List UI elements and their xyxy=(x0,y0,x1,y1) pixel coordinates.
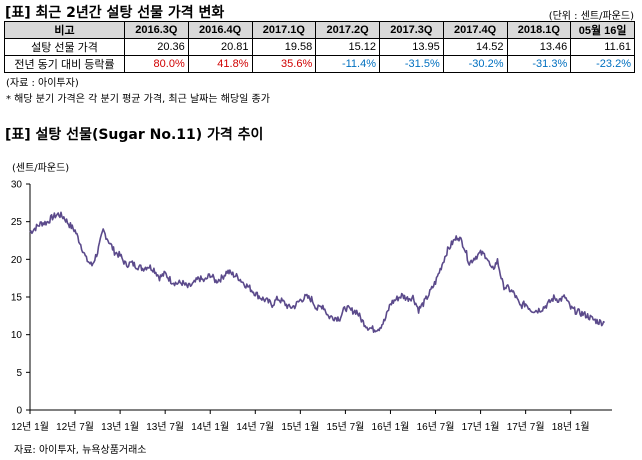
table-cell-negative: -23.2% xyxy=(570,55,635,73)
col-header: 2017.4Q xyxy=(442,21,508,39)
table-header-row: 비고 2016.3Q 2016.4Q 2017.1Q 2017.2Q 2017.… xyxy=(4,21,635,39)
x-tick-label: 15년 1월 xyxy=(281,421,319,433)
table-cell: 13.46 xyxy=(506,38,572,56)
x-tick-label: 12년 1월 xyxy=(11,421,49,433)
table-cell: 11.61 xyxy=(570,38,635,56)
table-cell-negative: -30.2% xyxy=(442,55,508,73)
y-tick-label: 15 xyxy=(11,293,23,304)
col-header: 05월 16일 xyxy=(570,21,635,39)
col-header: 2017.3Q xyxy=(379,21,444,39)
row-label: 전년 동기 대비 등락률 xyxy=(4,55,125,73)
y-tick-label: 0 xyxy=(16,406,22,417)
col-header: 2016.3Q xyxy=(124,21,189,39)
table-cell-positive: 80.0% xyxy=(124,55,189,73)
table-cell-negative: -11.4% xyxy=(315,55,380,73)
x-tick-label: 18년 1월 xyxy=(552,421,590,433)
y-tick-label: 25 xyxy=(11,217,23,228)
table-unit: (단위 : 센트/파운드) xyxy=(548,11,634,22)
price-change-table: 비고 2016.3Q 2016.4Q 2017.1Q 2017.2Q 2017.… xyxy=(4,21,635,73)
table-cell-positive: 35.6% xyxy=(251,55,317,73)
x-axis-ticks: 12년 1월 12년 7월 13년 1월 13년 7월 14년 1월 14년 7월 15년 … xyxy=(11,410,590,433)
table-row-change: 전년 동기 대비 등락률 80.0% 41.8% 35.6% -11.4% -3… xyxy=(4,55,635,73)
x-tick-label: 13년 1월 xyxy=(101,421,139,433)
x-tick-label: 17년 7월 xyxy=(507,421,545,433)
y-tick-label: 30 xyxy=(11,180,23,191)
table-cell-negative: -31.5% xyxy=(379,55,444,73)
y-axis-ticks: 0 5 10 15 20 25 30 xyxy=(11,180,30,417)
x-tick-label: 15년 7월 xyxy=(326,421,364,433)
x-tick-label: 12년 7월 xyxy=(56,421,94,433)
x-tick-label: 13년 7월 xyxy=(146,421,184,433)
chart-source: 자료: 아이투자, 뉴욕상품거래소 xyxy=(14,445,147,456)
table-cell: 15.12 xyxy=(315,38,380,56)
chart-title: [표] 설탕 선물(Sugar No.11) 가격 추이 xyxy=(5,127,264,143)
table-source: (자료 : 아이투자) xyxy=(6,78,79,89)
y-axis-label: (센트/파운드) xyxy=(12,163,70,174)
table-title: [표] 최근 2년간 설탕 선물 가격 변화 xyxy=(5,5,225,21)
y-tick-label: 20 xyxy=(11,255,23,266)
x-tick-label: 16년 7월 xyxy=(417,421,455,433)
table-row-price: 설탕 선물 가격 20.36 20.81 19.58 15.12 13.95 1… xyxy=(4,38,635,56)
chart-axes xyxy=(29,184,612,411)
x-tick-label: 14년 7월 xyxy=(236,421,274,433)
col-header: 2018.1Q xyxy=(506,21,572,39)
x-tick-label: 16년 1월 xyxy=(372,421,410,433)
table-note: * 해당 분기 가격은 각 분기 평균 가격, 최근 날짜는 해당일 종가 xyxy=(6,94,270,105)
col-header: 2017.2Q xyxy=(315,21,380,39)
x-tick-label: 14년 1월 xyxy=(191,421,229,433)
x-tick-label: 17년 1월 xyxy=(462,421,500,433)
col-header: 2017.1Q xyxy=(251,21,317,39)
sugar-price-line xyxy=(29,211,606,333)
y-tick-label: 10 xyxy=(11,330,23,341)
y-tick-label: 5 xyxy=(16,368,22,379)
col-header: 2016.4Q xyxy=(187,21,253,39)
table-cell-negative: -31.3% xyxy=(506,55,572,73)
